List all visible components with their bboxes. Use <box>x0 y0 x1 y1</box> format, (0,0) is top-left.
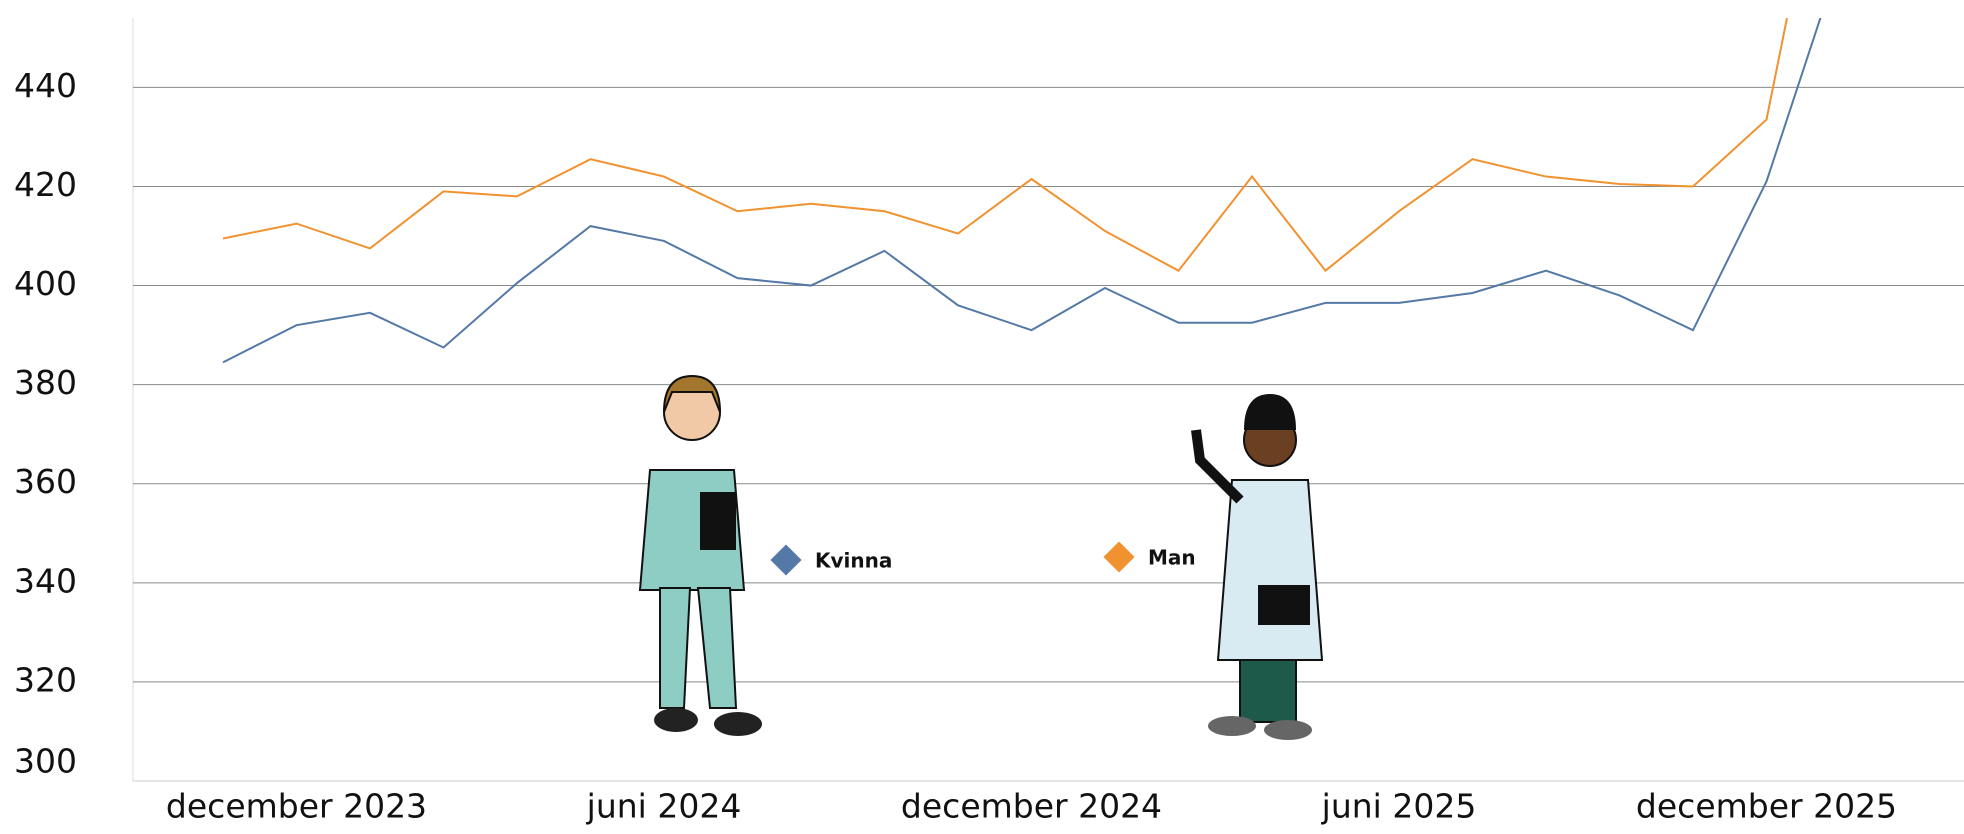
y-tick-label: 420 <box>14 165 77 204</box>
y-tick-label: 360 <box>14 462 77 501</box>
x-tick-label: juni 2025 <box>1321 787 1477 826</box>
legend-marker <box>1103 541 1135 573</box>
x-tick-label: juni 2024 <box>586 787 742 826</box>
x-tick-label: december 2023 <box>166 787 427 826</box>
legend-label: Man <box>1148 546 1196 570</box>
x-tick-label: december 2025 <box>1636 787 1897 826</box>
y-tick-label: 380 <box>14 363 77 402</box>
legend-marker <box>770 544 802 576</box>
y-tick-label: 320 <box>14 660 77 699</box>
plot-area <box>222 18 1822 364</box>
legend: Kvinna Man <box>770 541 1196 576</box>
series-line <box>222 18 1822 364</box>
illustration-nurse <box>638 374 762 736</box>
illustration-doctor <box>1191 394 1324 740</box>
y-tick-label: 440 <box>14 66 77 105</box>
x-tick-label: december 2024 <box>901 787 1162 826</box>
y-tick-label: 300 <box>14 742 77 781</box>
series-line <box>222 18 1789 273</box>
grid: 300 320 340 360 380 400 420 440 december 2023 jun… <box>14 18 1964 826</box>
legend-label: Kvinna <box>815 549 892 573</box>
y-tick-label: 400 <box>14 264 77 303</box>
y-tick-label: 340 <box>14 561 77 600</box>
